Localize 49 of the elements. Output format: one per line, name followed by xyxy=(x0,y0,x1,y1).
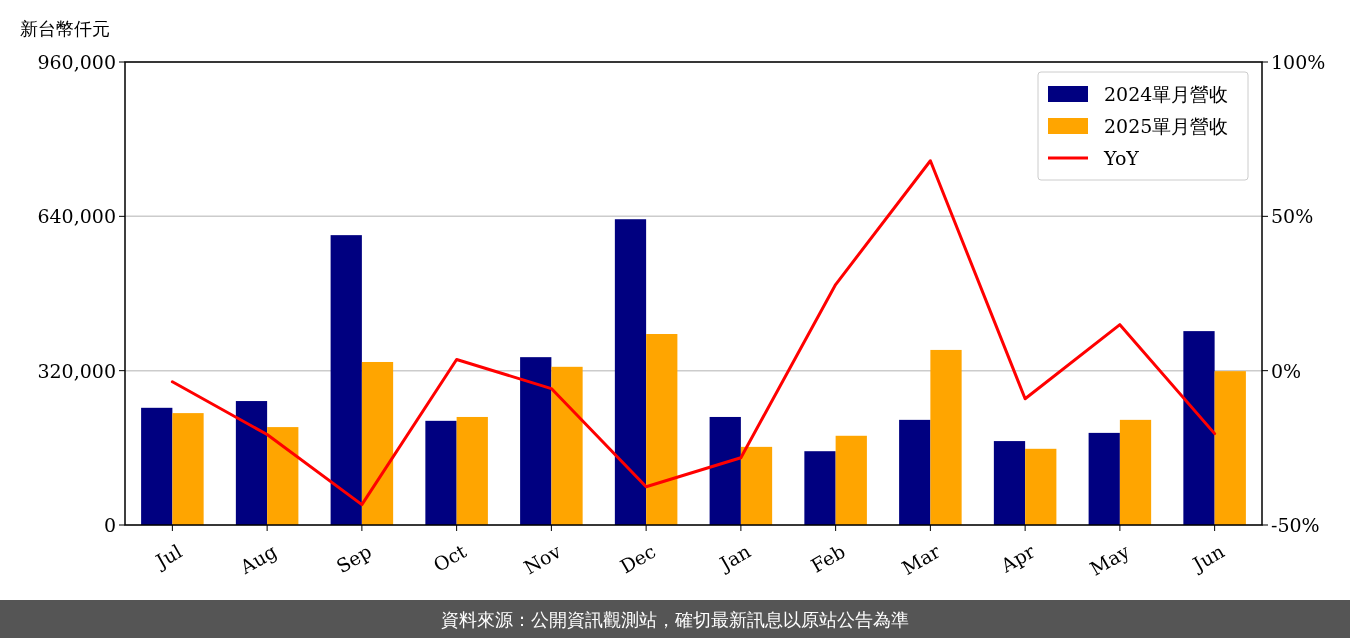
y-tick-label: 640,000 xyxy=(37,205,116,228)
legend-label: YoY xyxy=(1103,147,1140,169)
bar xyxy=(1183,331,1215,525)
bar xyxy=(551,366,583,525)
y-tick-label: 320,000 xyxy=(37,359,116,382)
bar xyxy=(930,349,962,525)
bar xyxy=(899,419,931,525)
x-tick-label: Sep xyxy=(332,539,376,578)
bar xyxy=(456,416,488,525)
y2-tick-label: 100% xyxy=(1271,51,1326,73)
y-axis-title: 新台幣仟元 xyxy=(20,17,110,39)
bar xyxy=(141,407,173,525)
bar xyxy=(235,401,268,525)
y-tick-label: 0 xyxy=(103,514,116,536)
bar xyxy=(1025,448,1057,525)
source-note: 資料來源：公開資訊觀測站，確切最新訊息以原站公告為準 xyxy=(441,608,909,630)
bar xyxy=(267,427,299,525)
x-tick-label: Feb xyxy=(807,539,849,577)
x-tick-label: Mar xyxy=(898,539,945,579)
bar xyxy=(1088,432,1120,525)
x-tick-label: Oct xyxy=(429,539,471,576)
y-tick-label: 960,000 xyxy=(37,51,116,73)
bar xyxy=(614,219,647,525)
y2-tick-label: 50% xyxy=(1271,205,1314,228)
x-tick-label: Apr xyxy=(996,539,1040,577)
bar xyxy=(172,413,204,525)
bar xyxy=(425,420,457,525)
bar xyxy=(361,361,394,525)
bar xyxy=(330,235,362,525)
bar xyxy=(1214,371,1246,525)
x-tick-label: Jan xyxy=(714,539,755,576)
x-tick-label: Dec xyxy=(616,539,660,578)
x-tick-label: Jul xyxy=(150,539,186,573)
y2-tick-label: -50% xyxy=(1271,514,1320,536)
bar xyxy=(520,357,552,525)
x-tick-label: Jun xyxy=(1187,539,1228,576)
bar xyxy=(1119,419,1152,525)
y2-tick-label: 0% xyxy=(1271,359,1302,382)
bar xyxy=(804,451,836,525)
bar xyxy=(709,416,741,525)
x-tick-label: May xyxy=(1086,539,1134,580)
legend-label: 2025單月營收 xyxy=(1104,115,1229,137)
bar xyxy=(993,441,1026,525)
x-tick-label: Aug xyxy=(235,539,281,579)
bar xyxy=(740,446,773,525)
bar xyxy=(835,435,867,525)
bar xyxy=(646,334,678,525)
legend-label: 2024單月營收 xyxy=(1104,83,1229,105)
x-tick-label: Nov xyxy=(519,539,565,579)
